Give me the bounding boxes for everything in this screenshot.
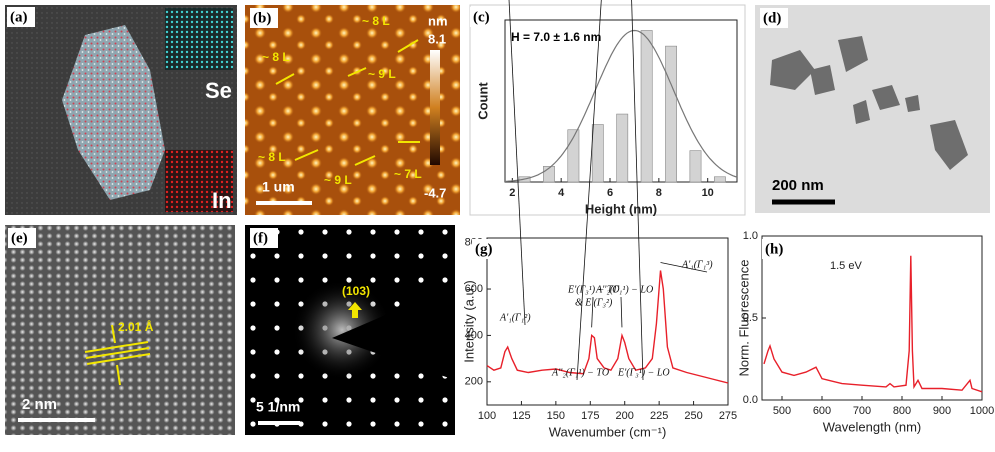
x-tick-label: 700 bbox=[853, 405, 871, 417]
annotation: A'₁(Γ₁³) bbox=[681, 259, 713, 270]
panel-label: (g) bbox=[475, 241, 493, 257]
panel-border bbox=[469, 4, 746, 216]
layer-label: ~ 9 L bbox=[324, 173, 352, 187]
x-tick-label: 250 bbox=[684, 410, 702, 422]
annotation-arrow bbox=[631, 0, 644, 381]
bar bbox=[640, 30, 653, 183]
x-tick-label: 600 bbox=[813, 405, 831, 417]
scale-bar-label: 1 um bbox=[262, 179, 295, 195]
x-tick-label: 900 bbox=[933, 405, 951, 417]
y-tick-label: 0.5 bbox=[743, 312, 758, 324]
colorbar-max: 8.1 bbox=[428, 31, 446, 46]
annotation-arrow bbox=[660, 262, 708, 273]
plot-frame bbox=[486, 237, 729, 406]
x-tick-label: 125 bbox=[512, 410, 530, 422]
panel-f: (103) 5 1/nm (f) bbox=[245, 225, 455, 435]
x-tick-label: 800 bbox=[893, 405, 911, 417]
x-tick-label: 225 bbox=[650, 410, 668, 422]
y-tick-label: 1.0 bbox=[743, 230, 758, 242]
annotation-arrow bbox=[620, 296, 623, 328]
annotation-arrow bbox=[591, 296, 594, 328]
panel-label: (c) bbox=[473, 9, 490, 25]
layer-label: ~ 9 L bbox=[368, 67, 396, 81]
scale-bar-label: 2 nm bbox=[22, 396, 57, 413]
scale-bar-label: 5 1/nm bbox=[256, 399, 300, 415]
x-tick-label: 8 bbox=[656, 187, 662, 199]
bar bbox=[689, 150, 702, 183]
x-tick-label: 200 bbox=[616, 410, 634, 422]
x-tick-label: 175 bbox=[581, 410, 599, 422]
layer-label: ~ 7 L bbox=[394, 167, 422, 181]
annotation: A''₂(Γ₁¹) − TO bbox=[551, 367, 609, 378]
panel-label: (b) bbox=[253, 10, 271, 26]
bar bbox=[616, 113, 629, 183]
x-tick-label: 10 bbox=[702, 187, 714, 199]
panel-b: nm 8.1 -4.7 ~ 8 L ~ 8 L ~ 9 L ~ 8 L ~ 9 … bbox=[245, 5, 460, 215]
y-tick-label: 0.0 bbox=[743, 394, 758, 406]
layer-label: ~ 8 L bbox=[258, 150, 286, 164]
x-tick-label: 500 bbox=[773, 405, 791, 417]
scale-bar-label: 200 nm bbox=[772, 177, 824, 194]
annotation: H = 7.0 ± 1.6 nm bbox=[511, 30, 601, 44]
x-axis-title: Wavelength (nm) bbox=[823, 419, 922, 434]
colorbar-unit: nm bbox=[428, 13, 448, 28]
y-tick-label: 200 bbox=[465, 376, 483, 388]
annotation-arrow bbox=[508, 0, 526, 326]
x-tick-label: 1000 bbox=[970, 405, 994, 417]
bar bbox=[713, 176, 726, 183]
plane-label: (103) bbox=[342, 284, 370, 298]
element-label: In bbox=[212, 188, 232, 213]
annotation: 1.5 eV bbox=[830, 260, 862, 272]
panel-label-bg bbox=[762, 239, 790, 259]
panel-label: (d) bbox=[763, 10, 781, 26]
bar bbox=[543, 166, 555, 183]
x-tick-label: 100 bbox=[478, 410, 496, 422]
panel-label: (f) bbox=[253, 230, 268, 246]
spacing-label: 2.01 Å bbox=[118, 319, 154, 334]
bar bbox=[665, 45, 677, 183]
y-tick-label: 400 bbox=[465, 329, 483, 341]
annotation: A'₁(Γ₁²) bbox=[499, 312, 531, 323]
annotation: E'(Γ₃¹) − LO bbox=[617, 367, 670, 378]
x-tick-label: 2 bbox=[509, 187, 515, 199]
y-axis-title: Count bbox=[475, 82, 490, 120]
fit-curve bbox=[504, 29, 738, 182]
annotation: E'(Γ₃¹) − TO bbox=[567, 284, 619, 295]
y-tick-label: 600 bbox=[465, 283, 483, 295]
panel-a: Se In (a) bbox=[5, 5, 237, 215]
bar bbox=[567, 129, 580, 183]
y-axis-title: Intensity (a.u.) bbox=[461, 280, 476, 362]
panel-label-bg bbox=[472, 239, 500, 259]
panel-label: (e) bbox=[11, 230, 28, 246]
panel-e: 2.01 Å 2 nm (e) bbox=[5, 225, 235, 435]
data-line bbox=[486, 270, 729, 384]
x-tick-label: 6 bbox=[607, 187, 613, 199]
x-tick-label: 4 bbox=[558, 187, 565, 199]
x-axis-title: Wavenumber (cm⁻¹) bbox=[549, 424, 667, 439]
x-tick-label: 150 bbox=[547, 410, 565, 422]
x-axis-title: Height (nm) bbox=[585, 201, 657, 216]
annotation: A''₂(Γ₁¹) − LO bbox=[595, 284, 653, 295]
panel-label: (h) bbox=[765, 241, 783, 257]
panel-d: 200 nm (d) bbox=[755, 5, 990, 213]
bar bbox=[591, 124, 604, 183]
panel-label-bg bbox=[470, 7, 498, 27]
layer-label: ~ 8 L bbox=[362, 14, 390, 28]
layer-label: ~ 8 L bbox=[262, 50, 290, 64]
x-tick-label: 275 bbox=[719, 410, 737, 422]
annotation-arrow bbox=[576, 0, 602, 381]
colorbar-min: -4.7 bbox=[424, 185, 446, 200]
element-label: Se bbox=[205, 78, 232, 103]
annotation: & E'(Γ₃²) bbox=[575, 297, 613, 308]
data-line bbox=[763, 255, 983, 393]
panel-label: (a) bbox=[10, 9, 28, 25]
y-axis-title: Norm. Fluorescence bbox=[736, 259, 751, 376]
